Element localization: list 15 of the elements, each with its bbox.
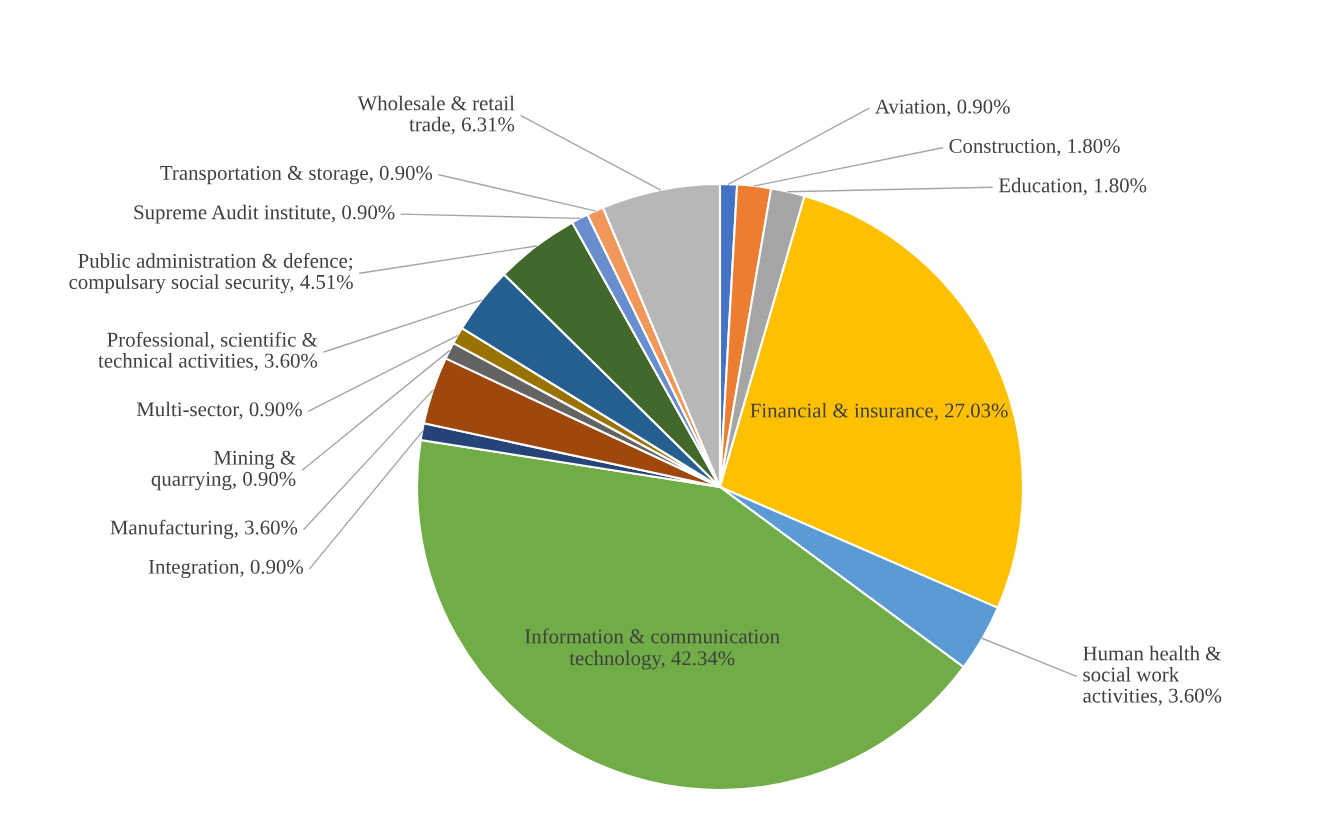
slice-label: Public administration & defence; compulsary social security, 4.51% xyxy=(69,253,353,294)
slice-label: Construction, 1.80% xyxy=(949,138,1120,156)
slice-label: Integration, 0.90% xyxy=(148,559,304,579)
slice-label: Education, 1.80% xyxy=(998,177,1147,196)
slice-label: Multi-sector, 0.90% xyxy=(136,401,302,420)
slice-label: Human health & social work activities, 3.60% xyxy=(1083,645,1222,706)
slice-label: Aviation, 0.90% xyxy=(875,99,1010,117)
slice-label: Manufacturing, 3.60% xyxy=(110,519,298,539)
slice-label: Financial & insurance, 27.03% xyxy=(750,402,1008,421)
slice-label: Supreme Audit institute, 0.90% xyxy=(134,204,395,224)
slice-label: Mining & quarrying, 0.90% xyxy=(151,450,296,491)
slice-label: Professional, scientific & technical activities, 3.60% xyxy=(98,331,318,371)
slice-label: Transportation & storage, 0.90% xyxy=(160,165,433,185)
slice-label: Wholesale & retail trade, 6.31% xyxy=(357,95,515,135)
slice-label: Information & communication technology, 42.34% xyxy=(525,628,780,670)
